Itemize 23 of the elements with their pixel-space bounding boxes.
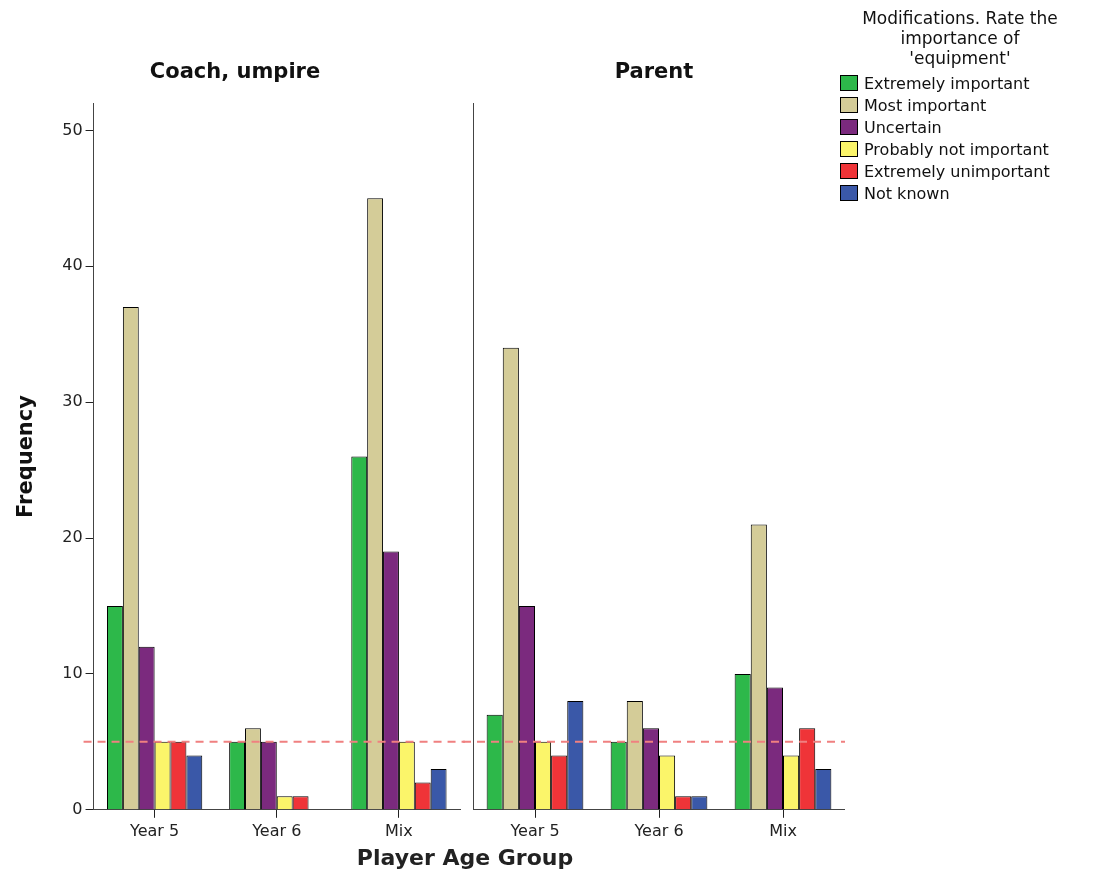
x-tick-label: Year 6 xyxy=(633,820,684,840)
y-tick-label: 10 xyxy=(62,663,83,683)
y-tick-label: 20 xyxy=(62,527,83,547)
y-tick-label: 30 xyxy=(62,391,83,411)
y-tick-label: 0 xyxy=(72,798,83,818)
legend-label: Uncertain xyxy=(864,117,942,137)
x-tick-label: Year 6 xyxy=(251,820,302,840)
y-axis-title: Frequency xyxy=(13,394,38,518)
legend-label: Probably not important xyxy=(864,139,1049,159)
x-tick-label: Year 5 xyxy=(509,820,560,840)
y-tick-label: 50 xyxy=(62,119,83,139)
chart-title: Parent xyxy=(614,59,694,84)
x-axis-title: Player Age Group xyxy=(355,845,575,870)
legend-label: Most important xyxy=(864,95,987,115)
x-tick-label: Year 5 xyxy=(129,820,180,840)
chart-title: Coach, umpire xyxy=(149,59,321,84)
legend-label: Extremely unimportant xyxy=(864,161,1050,181)
legend-label: Extremely important xyxy=(864,73,1030,93)
legend-title: Modifications. Rate the importance of 'equipment' xyxy=(861,8,1059,68)
x-tick-label: Mix xyxy=(385,820,413,840)
legend-label: Not known xyxy=(864,183,950,203)
x-tick-label: Mix xyxy=(769,820,797,840)
y-tick-label: 40 xyxy=(62,255,83,275)
